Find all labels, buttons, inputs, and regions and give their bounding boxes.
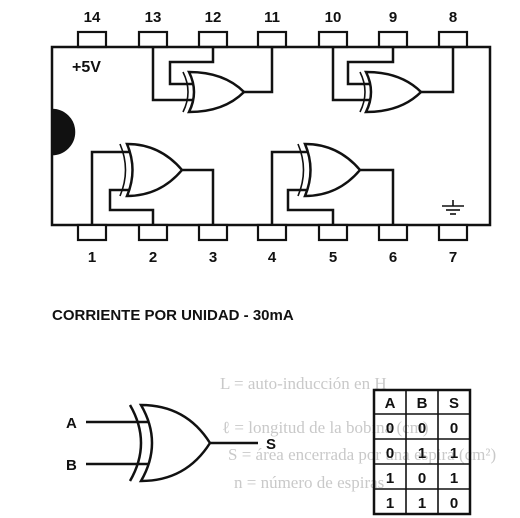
pin-2: [137, 223, 169, 242]
truth-table-cell: 0: [386, 445, 394, 462]
pin-label-8: 8: [449, 9, 457, 26]
pin-8: [437, 30, 469, 49]
bottom-pin-labels: 1 2 3 4 5 6 7: [88, 249, 457, 266]
truth-table-cell: 1: [450, 470, 458, 487]
pin-4: [256, 223, 288, 242]
bleed-through-text: L = auto-inducción en H ℓ = longitud de …: [220, 374, 496, 492]
truth-table-cell: 0: [450, 495, 458, 512]
pin-label-1: 1: [88, 249, 96, 266]
pin-label-2: 2: [149, 249, 157, 266]
bottom-pins: [76, 223, 469, 242]
pin-label-12: 12: [205, 9, 222, 26]
truth-table-header-b: B: [417, 395, 428, 412]
bleed-line-4: n = número de espiras: [234, 473, 384, 492]
pin-1: [76, 223, 108, 242]
pin-6: [377, 223, 409, 242]
pin-12: [197, 30, 229, 49]
truth-table-header-s: S: [449, 395, 459, 412]
pin-label-13: 13: [145, 9, 162, 26]
bleed-line-3: S = área encerrada por una espira (cm²): [228, 445, 496, 464]
pin-label-5: 5: [329, 249, 337, 266]
pin-13: [137, 30, 169, 49]
pin-3: [197, 223, 229, 242]
input-a-label: A: [66, 415, 77, 432]
pin-10: [317, 30, 349, 49]
pin-14: [76, 30, 108, 49]
xor-input-arc: [128, 404, 143, 482]
top-pins: [76, 30, 469, 49]
pin-5: [317, 223, 349, 242]
bleed-line-1: L = auto-inducción en H: [220, 374, 387, 393]
pin-9: [377, 30, 409, 49]
pin-label-4: 4: [268, 249, 277, 266]
xor-gate-3: [90, 142, 215, 225]
supply-label: +5V: [72, 59, 101, 76]
truth-table-border: [372, 388, 472, 516]
xor-gate-4: [270, 142, 395, 225]
bleed-line-2: ℓ = longitud de la bobina (cm): [222, 418, 429, 437]
truth-table-cell: 0: [418, 420, 426, 437]
pin-label-3: 3: [209, 249, 217, 266]
pin-label-14: 14: [84, 9, 101, 26]
pin-label-11: 11: [264, 9, 280, 26]
current-caption: CORRIENTE POR UNIDAD - 30mA: [52, 307, 294, 324]
truth-table-cell: 0: [386, 420, 394, 437]
truth-table-cell: 1: [418, 445, 426, 462]
truth-table: A B S 0 0 0 0 1 1 1 0 1 1 1 0: [372, 388, 472, 516]
truth-table-cell: 1: [386, 495, 394, 512]
ground-icon: [442, 200, 464, 215]
xor-gate-symbol: [138, 403, 212, 483]
pin-label-6: 6: [389, 249, 397, 266]
truth-table-cell: 1: [386, 470, 394, 487]
truth-table-cell: 1: [450, 445, 458, 462]
pin-label-10: 10: [325, 9, 342, 26]
pin-7: [437, 223, 469, 242]
xor-gate-1: [151, 47, 274, 114]
truth-table-cell: 0: [418, 470, 426, 487]
truth-table-cell: 0: [450, 420, 458, 437]
truth-table-header-a: A: [385, 395, 396, 412]
input-b-label: B: [66, 457, 77, 474]
pin-label-9: 9: [389, 9, 397, 26]
top-pin-labels: 14 13 12 11 10 9 8: [84, 9, 458, 26]
pin-11: [256, 30, 288, 49]
pin-label-7: 7: [449, 249, 457, 266]
xor-gate-2: [331, 47, 455, 114]
truth-table-cell: 1: [418, 495, 426, 512]
orientation-notch: [51, 108, 76, 156]
xor-symbol: A B S: [66, 403, 276, 483]
output-s-label: S: [266, 436, 276, 453]
